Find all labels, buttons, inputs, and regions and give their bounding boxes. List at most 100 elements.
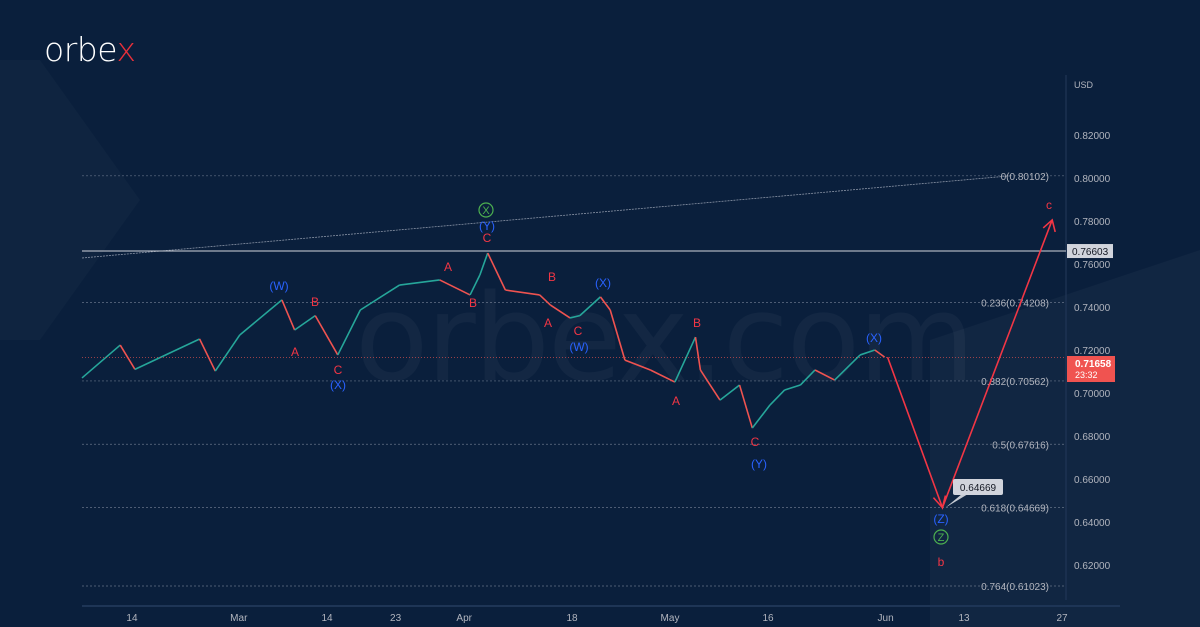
fib-level-label: 0.5(0.67616) <box>992 440 1049 451</box>
wave-circle-icon <box>478 202 494 218</box>
y-tick-label: 0.72000 <box>1074 346 1111 357</box>
wave-label: A <box>291 345 299 359</box>
price-segment <box>359 284 400 311</box>
price-segment <box>469 274 481 296</box>
price-segment <box>859 349 876 356</box>
y-tick-label: 0.68000 <box>1074 432 1111 443</box>
fib-level-label: 0(0.80102) <box>1001 172 1049 183</box>
wave-label: B <box>693 316 701 330</box>
wave-label: c <box>1046 198 1052 212</box>
price-segment <box>337 309 362 356</box>
price-segment <box>650 369 676 383</box>
wave-label: B <box>548 270 556 284</box>
y-tick-label: 0.78000 <box>1074 217 1111 228</box>
wave-label: C <box>483 231 492 245</box>
wave-label: B <box>311 295 319 309</box>
countdown-label: 23:32 <box>1075 370 1098 380</box>
y-tick-label: 0.82000 <box>1074 131 1111 142</box>
price-segment <box>134 338 200 371</box>
trendline <box>81 175 1011 259</box>
price-segment <box>751 404 771 429</box>
level-price-badge <box>1067 244 1113 259</box>
wave-label: A <box>444 260 452 274</box>
orbex-logo: orbex <box>44 30 136 69</box>
price-segment <box>486 252 507 291</box>
wave-label: (X) <box>330 378 346 392</box>
wave-label: A <box>544 316 552 330</box>
arrowhead-down-icon <box>932 495 947 510</box>
wave-label: (Y) <box>479 219 495 233</box>
price-segment <box>539 294 551 306</box>
x-tick-label: Apr <box>456 613 472 624</box>
price-segment <box>505 289 540 296</box>
price-segment <box>799 369 816 386</box>
x-tick-label: 14 <box>126 613 138 624</box>
price-segment <box>694 336 702 371</box>
x-tick-label: Mar <box>230 613 248 624</box>
price-segment <box>599 296 611 311</box>
price-segment <box>674 336 697 383</box>
x-tick-label: May <box>661 613 680 624</box>
price-segment <box>479 252 489 276</box>
price-segment <box>769 389 786 406</box>
price-segment <box>699 369 721 401</box>
x-tick-label: 14 <box>321 613 333 624</box>
price-segment <box>784 384 801 391</box>
y-tick-label: 0.76000 <box>1074 260 1111 271</box>
x-tick-label: 16 <box>762 613 774 624</box>
price-segment <box>198 338 216 372</box>
last-price-badge <box>1067 356 1115 382</box>
x-tick-label: 18 <box>566 613 578 624</box>
price-segment <box>874 349 886 358</box>
price-segment <box>624 359 651 371</box>
y-tick-label: 0.62000 <box>1074 561 1111 572</box>
price-segment <box>281 299 296 331</box>
wave-label: (X) <box>595 276 611 290</box>
price-segment <box>738 384 754 429</box>
wave-label: Z <box>938 532 945 544</box>
fib-level-label: 0.236(0.74208) <box>981 299 1049 310</box>
wave-label: (W) <box>569 340 588 354</box>
target-callout-label: 0.64669 <box>960 483 997 494</box>
price-segment <box>294 314 316 331</box>
wave-label: C <box>334 363 343 377</box>
price-segment <box>214 334 241 372</box>
price-segment <box>550 304 571 319</box>
fib-level-label: 0.618(0.64669) <box>981 504 1049 515</box>
wave-label: A <box>672 394 680 408</box>
price-segment <box>239 299 283 336</box>
price-segment <box>81 344 121 379</box>
y-tick-label: 0.80000 <box>1074 174 1111 185</box>
y-tick-label: 0.70000 <box>1074 389 1111 400</box>
fib-level-label: 0.382(0.70562) <box>981 377 1049 388</box>
price-segment <box>579 296 601 317</box>
wave-label: X <box>482 205 490 217</box>
y-tick-label: 0.64000 <box>1074 518 1111 529</box>
level-price-label: 0.76603 <box>1072 247 1109 258</box>
price-segment <box>719 384 741 401</box>
y-tick-label: 0.66000 <box>1074 475 1111 486</box>
target-callout-box <box>953 479 1003 495</box>
currency-label: USD <box>1074 80 1094 90</box>
wave-label: C <box>751 435 760 449</box>
wave-label: C <box>574 324 583 338</box>
arrowhead-up-icon <box>1042 218 1056 233</box>
fib-level-label: 0.764(0.61023) <box>981 582 1049 593</box>
price-segment <box>439 279 471 296</box>
last-price-label: 0.71658 <box>1075 359 1112 370</box>
price-segment <box>814 369 836 381</box>
price-segment <box>399 279 440 286</box>
price-segment <box>569 314 581 319</box>
wave-label: B <box>469 296 477 310</box>
x-tick-label: 23 <box>390 613 402 624</box>
price-segment <box>834 354 861 381</box>
wave-circle-icon <box>933 529 949 545</box>
x-tick-label: 13 <box>958 613 970 624</box>
wave-label: (Y) <box>751 457 767 471</box>
x-tick-label: Jun <box>878 613 894 624</box>
y-tick-label: 0.74000 <box>1074 303 1111 314</box>
projection-path <box>886 219 1053 510</box>
x-tick-label: 27 <box>1056 613 1068 624</box>
wave-label: (Z) <box>933 512 948 526</box>
